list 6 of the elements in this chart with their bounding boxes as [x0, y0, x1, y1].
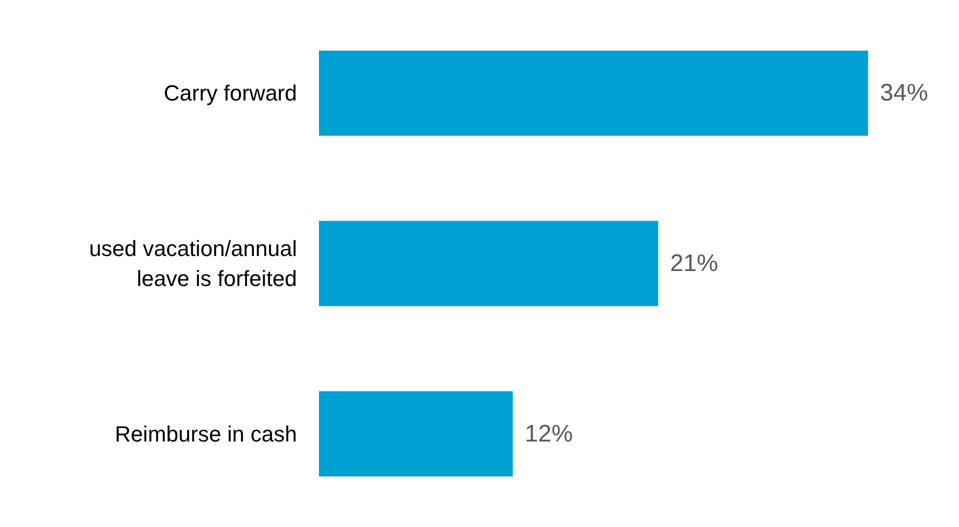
- data-label: 12%: [524, 420, 573, 448]
- y-tick-label: used vacation/annual leave is forfeited: [89, 236, 297, 291]
- data-label: 34%: [880, 80, 928, 107]
- data-label: 21%: [670, 250, 718, 277]
- y-tick-label: Carry forward: [164, 80, 297, 106]
- y-tick-label: Reimburse in cash: [114, 421, 297, 446]
